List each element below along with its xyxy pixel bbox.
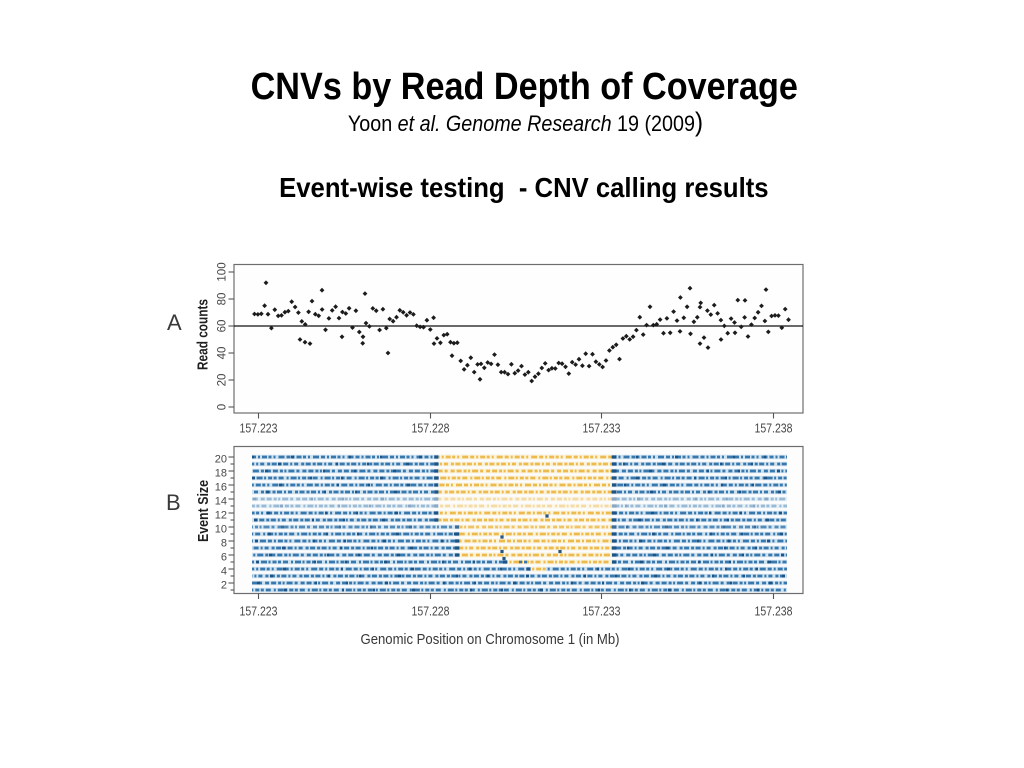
svg-text:100: 100 — [217, 262, 229, 281]
svg-text:157.228: 157.228 — [412, 605, 450, 619]
svg-text:Read counts: Read counts — [196, 299, 212, 370]
svg-text:20: 20 — [217, 374, 229, 387]
svg-text:18: 18 — [215, 467, 227, 479]
svg-text:2: 2 — [221, 579, 227, 591]
svg-text:A: A — [167, 310, 182, 335]
svg-text:157.238: 157.238 — [755, 422, 793, 436]
svg-text:157.223: 157.223 — [240, 605, 278, 619]
svg-text:10: 10 — [215, 523, 227, 535]
svg-text:Genomic Position on Chromosome: Genomic Position on Chromosome 1 (in Mb) — [361, 632, 620, 648]
svg-text:80: 80 — [217, 293, 229, 306]
svg-text:16: 16 — [215, 481, 227, 493]
svg-text:60: 60 — [217, 320, 229, 333]
svg-text:12: 12 — [215, 509, 227, 521]
svg-text:157.228: 157.228 — [412, 422, 450, 436]
svg-text:14: 14 — [215, 495, 227, 507]
svg-text:0: 0 — [217, 404, 229, 410]
svg-text:B: B — [166, 490, 181, 515]
svg-text:157.233: 157.233 — [583, 605, 621, 619]
svg-text:40: 40 — [217, 347, 229, 360]
svg-text:157.238: 157.238 — [755, 605, 793, 619]
svg-text:4: 4 — [221, 565, 227, 577]
svg-text:157.233: 157.233 — [583, 422, 621, 436]
svg-text:20: 20 — [215, 453, 227, 465]
svg-text:157.223: 157.223 — [240, 422, 278, 436]
svg-text:6: 6 — [221, 551, 227, 563]
svg-text:8: 8 — [221, 537, 227, 549]
svg-text:Event Size: Event Size — [196, 480, 212, 542]
